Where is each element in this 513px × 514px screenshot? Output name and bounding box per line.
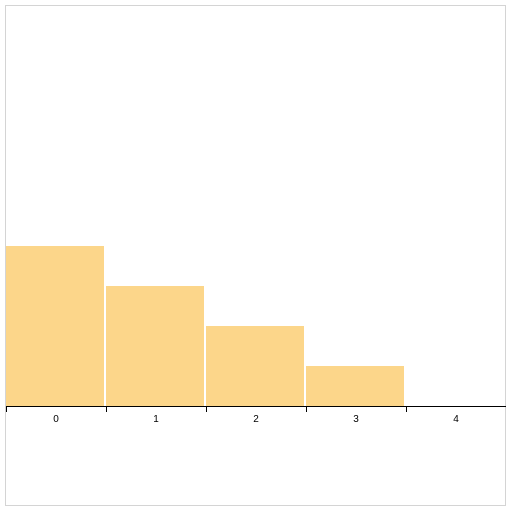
x-tick-label-4: 4	[453, 414, 459, 425]
x-tick-label-0: 0	[53, 414, 59, 425]
bar-1	[106, 286, 204, 406]
x-axis-ticks: 0 1 2 3 4	[6, 406, 459, 425]
x-tick-label-1: 1	[153, 414, 159, 425]
x-tick-label-2: 2	[253, 414, 259, 425]
bar-0	[6, 246, 104, 406]
bar-3	[306, 366, 404, 406]
bar-2	[206, 326, 304, 406]
x-tick-label-3: 3	[353, 414, 359, 425]
bar-group	[6, 246, 404, 406]
